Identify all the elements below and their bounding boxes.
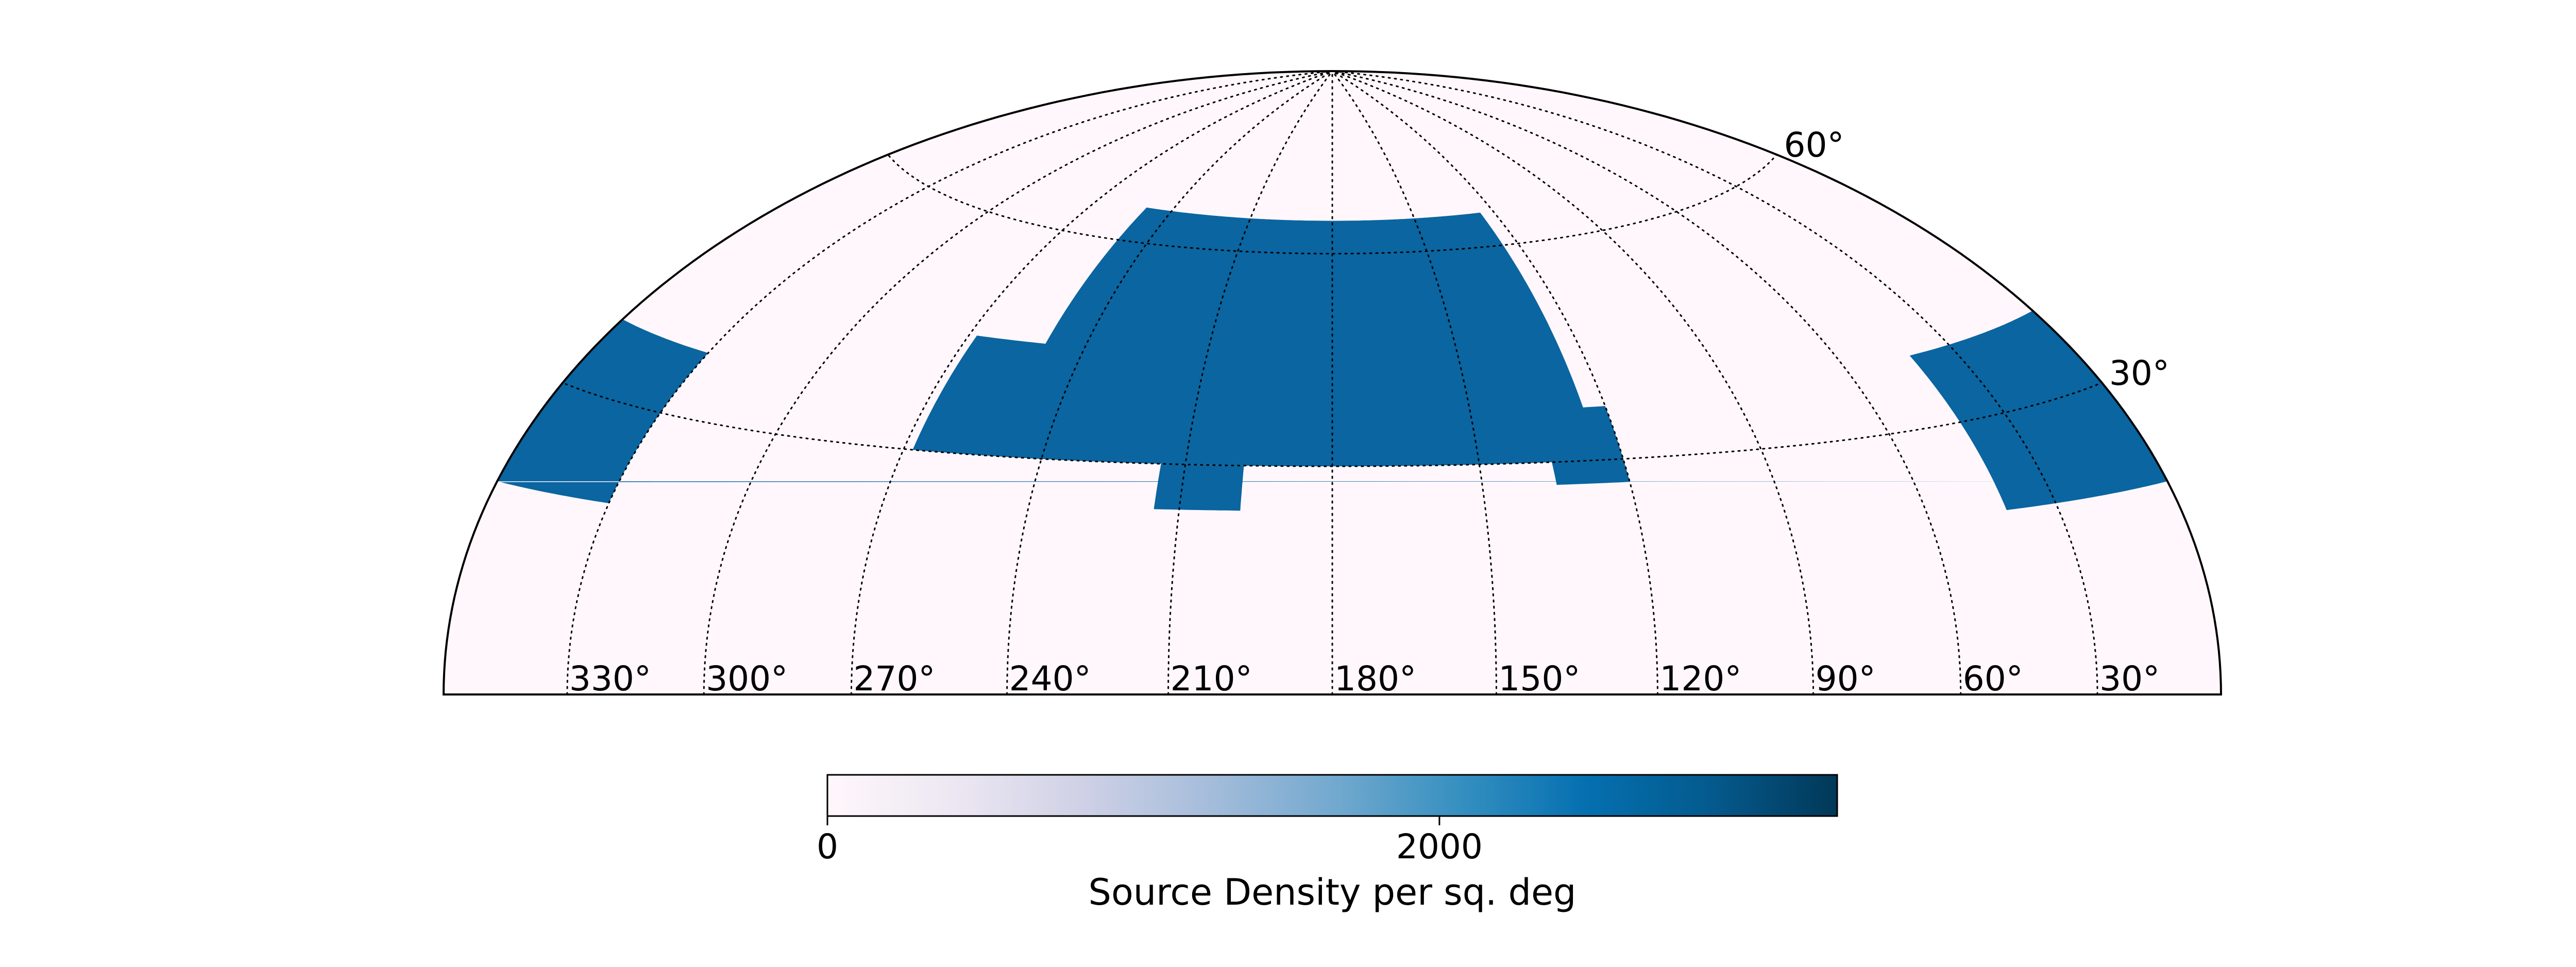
footprint-right-edge-patch bbox=[1909, 311, 2167, 511]
meridian-label-120: 120° bbox=[1659, 659, 1741, 699]
colorbar-tick-label-2000: 2000 bbox=[1396, 827, 1483, 867]
colorbar: 0 2000 Source Density per sq. deg bbox=[817, 774, 1838, 913]
meridian-30 bbox=[1331, 71, 2098, 694]
meridian-label-60: 60° bbox=[1963, 659, 2023, 699]
map-area: 330° 300° 270° 240° 210° 180° 150° 120° 90° 60° 30… bbox=[442, 70, 2223, 699]
meridian-label-240: 240° bbox=[1009, 659, 1091, 699]
meridian-label-180: 180° bbox=[1334, 659, 1416, 699]
meridian-300 bbox=[703, 71, 1333, 694]
survey-footprints bbox=[497, 207, 2167, 511]
colorbar-gradient bbox=[826, 774, 1838, 817]
parallel-label-60: 60° bbox=[1784, 125, 1844, 165]
footprint-north-main-cap bbox=[994, 207, 1600, 467]
colorbar-label: Source Density per sq. deg bbox=[1089, 871, 1577, 913]
colorbar-ticks: 0 2000 bbox=[817, 816, 1483, 867]
meridian-label-270: 270° bbox=[853, 659, 935, 699]
meridian-270 bbox=[850, 71, 1333, 694]
meridian-labels: 330° 300° 270° 240° 210° 180° 150° 120° 90° 60° 30… bbox=[569, 659, 2160, 699]
meridian-60 bbox=[1331, 71, 1962, 694]
meridian-label-30: 30° bbox=[2099, 659, 2160, 699]
meridian-label-210: 210° bbox=[1171, 659, 1252, 699]
footprint-north-right-shoulder bbox=[1538, 406, 1630, 485]
meridian-330 bbox=[566, 71, 1333, 694]
graticule bbox=[565, 71, 2103, 694]
colorbar-tick-label-0: 0 bbox=[817, 827, 838, 867]
meridian-240 bbox=[1006, 71, 1333, 694]
meridian-120 bbox=[1331, 71, 1658, 694]
parallel-60 bbox=[888, 154, 1777, 255]
meridian-label-90: 90° bbox=[1816, 659, 1876, 699]
meridian-label-150: 150° bbox=[1498, 659, 1580, 699]
parallel-labels: 30° 60° bbox=[1784, 125, 2170, 393]
meridian-label-300: 300° bbox=[706, 659, 788, 699]
meridian-label-330: 330° bbox=[569, 659, 651, 699]
footprint-north-lower-notch bbox=[1154, 464, 1244, 511]
footprint-north-left-shoulder bbox=[912, 335, 1125, 462]
meridian-90 bbox=[1331, 71, 1815, 694]
hemisphere-outline bbox=[442, 70, 2223, 695]
parallel-label-30: 30° bbox=[2109, 353, 2170, 393]
